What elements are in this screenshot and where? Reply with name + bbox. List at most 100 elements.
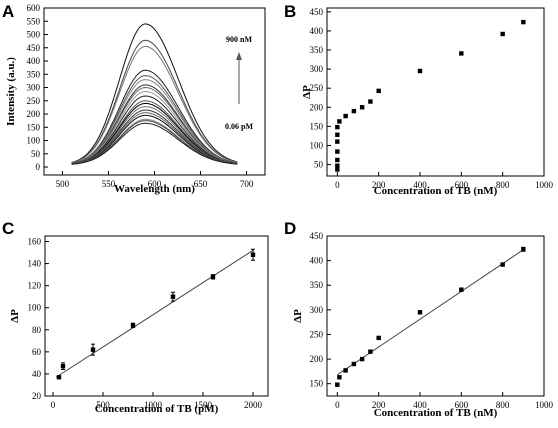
y-axis-label: ΔP <box>9 309 21 323</box>
x-tick-label: 400 <box>413 180 427 190</box>
spectrum-line <box>71 39 238 164</box>
panel-b-frame <box>326 7 545 177</box>
x-tick-label: 0 <box>51 400 56 410</box>
panel-c-frame <box>44 235 269 397</box>
y-tick-label: 50 <box>31 149 41 159</box>
y-tick-label: 450 <box>27 43 41 53</box>
data-point <box>351 108 357 114</box>
y-tick-label: 500 <box>27 30 41 40</box>
x-tick-label: 0 <box>335 400 340 410</box>
x-axis-label: Concentration of TB (nM) <box>374 185 498 197</box>
y-tick-label: 0 <box>36 162 41 172</box>
data-point <box>335 149 340 154</box>
x-tick-label: 500 <box>56 179 70 189</box>
data-point <box>459 51 464 56</box>
panel-b-scatter-chart: 0 200 400 600 800 1000 50 100 150 200 250 300 350 400… <box>301 7 554 197</box>
annotation-bottom: 0.06 pM <box>225 122 253 131</box>
y-tick-label: 350 <box>310 280 324 290</box>
data-point <box>170 294 176 299</box>
data-point <box>335 132 340 137</box>
spectrum-line <box>71 45 238 164</box>
y-tick-label: 400 <box>27 56 41 66</box>
y-tick-label: 100 <box>27 136 41 146</box>
x-tick-label: 700 <box>240 179 254 189</box>
y-tick-label: 100 <box>310 140 324 150</box>
data-point <box>335 167 340 172</box>
data-point <box>335 124 340 130</box>
x-tick-label: 500 <box>96 400 110 410</box>
y-tick-label: 300 <box>310 64 324 74</box>
panel-a-frame <box>43 7 266 176</box>
y-tick-label: 350 <box>27 69 41 79</box>
x-axis-label: Concentration of TB (pM) <box>95 403 219 415</box>
data-point <box>56 375 62 380</box>
y-tick-label: 40 <box>32 369 42 379</box>
data-point <box>337 119 342 124</box>
x-tick-label: 0 <box>335 180 340 190</box>
y-tick-label: 400 <box>310 26 324 36</box>
y-axis-label: Intensity (a.u.) <box>5 57 17 126</box>
data-point <box>359 356 365 362</box>
y-tick-label: 150 <box>310 121 324 131</box>
data-point <box>60 364 66 369</box>
data-point <box>335 139 340 144</box>
data-point <box>376 335 381 341</box>
x-tick-label: 1000 <box>535 180 554 190</box>
data-point <box>521 19 526 25</box>
data-point <box>130 323 136 328</box>
y-tick-label: 200 <box>27 109 41 119</box>
data-point <box>368 349 373 354</box>
x-tick-label: 550 <box>102 179 116 189</box>
data-point <box>335 382 340 387</box>
spectrum-line <box>71 122 238 165</box>
data-point <box>351 361 357 367</box>
fit-line <box>55 249 254 378</box>
y-tick-label: 100 <box>28 303 42 313</box>
y-tick-label: 450 <box>310 231 324 241</box>
x-tick-label: 600 <box>455 180 469 190</box>
y-tick-label: 450 <box>310 7 324 17</box>
x-tick-label: 200 <box>372 180 386 190</box>
spectrum-line <box>71 79 238 164</box>
x-tick-label: 2000 <box>244 400 263 410</box>
y-tick-label: 300 <box>310 305 324 315</box>
panel-d-calibration-chart: 0 200 400 600 800 1000 150 200 250 300 350 400 450 Co… <box>292 231 554 419</box>
y-tick-label: 200 <box>310 102 324 112</box>
x-tick-label: 200 <box>372 400 386 410</box>
y-tick-label: 120 <box>28 281 42 291</box>
y-tick-label: 200 <box>310 354 324 364</box>
data-point <box>500 31 505 37</box>
x-tick-label: 600 <box>148 179 162 189</box>
spectrum-line <box>71 23 238 163</box>
data-point <box>459 287 464 292</box>
data-point <box>343 368 348 373</box>
spectrum-line <box>71 95 238 165</box>
y-tick-label: 250 <box>310 329 324 339</box>
spectrum-line <box>71 86 238 165</box>
x-tick-label: 400 <box>413 400 427 410</box>
y-tick-label: 300 <box>27 83 41 93</box>
data-point <box>417 68 423 74</box>
y-tick-label: 160 <box>28 237 42 247</box>
x-axis-label: Wavelength (nm) <box>114 183 195 195</box>
x-tick-label: 800 <box>496 180 510 190</box>
x-tick-label: 650 <box>194 179 208 189</box>
spectrum-line <box>71 69 238 164</box>
data-point <box>359 105 365 110</box>
x-tick-label: 600 <box>455 400 469 410</box>
y-axis-label: ΔP <box>301 85 313 99</box>
y-tick-label: 550 <box>27 16 41 26</box>
data-point <box>376 88 381 94</box>
panel-letter-b: B <box>284 2 296 21</box>
data-point <box>90 347 96 352</box>
y-tick-label: 150 <box>310 379 324 389</box>
y-axis-label: ΔP <box>292 309 304 323</box>
panel-letter-d: D <box>284 219 296 238</box>
spectrum-line <box>71 90 238 165</box>
y-tick-label: 400 <box>310 256 324 266</box>
data-point <box>250 252 256 257</box>
y-tick-label: 140 <box>28 259 42 269</box>
data-point <box>368 99 373 104</box>
fit-line <box>337 247 526 376</box>
